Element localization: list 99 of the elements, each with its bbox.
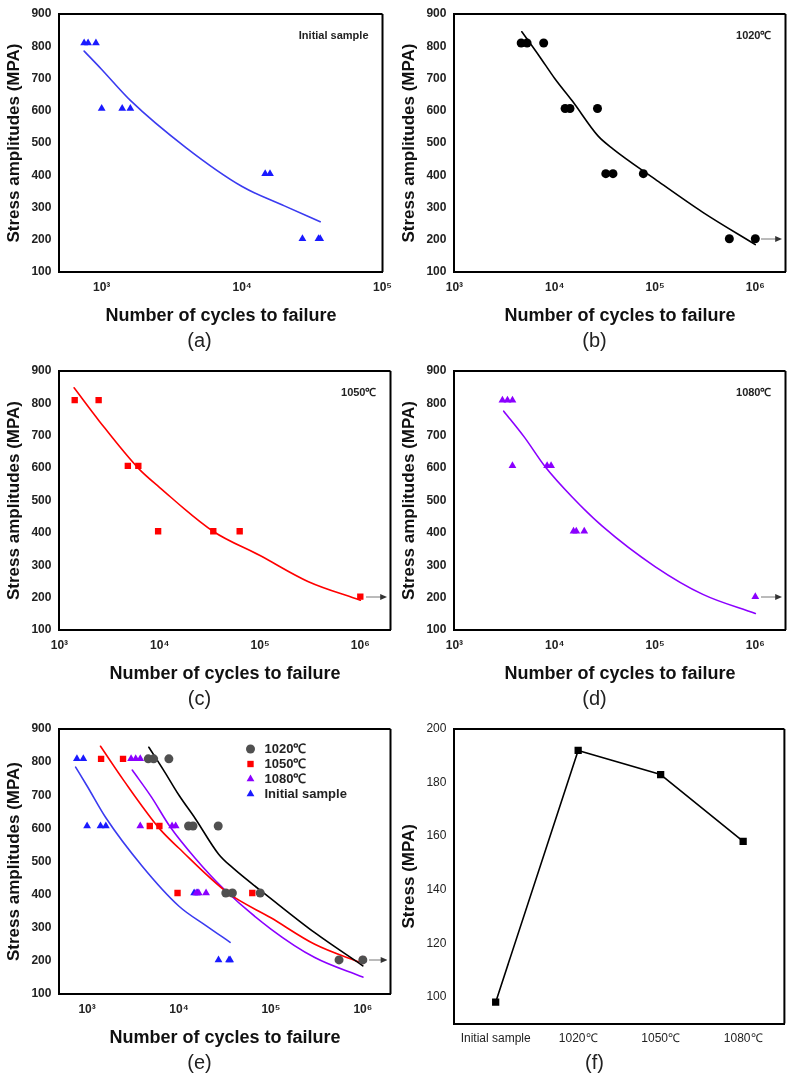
y-tick-label: 100 [31, 986, 52, 1001]
x-tick-label: 10³ [445, 637, 464, 652]
y-tick-label: 700 [426, 428, 447, 443]
y-tick-label: 800 [31, 38, 52, 53]
x-tick-label: 10⁴ [545, 279, 565, 294]
x-axis-title: Number of cycles to failure [105, 305, 337, 326]
y-tick-label: 400 [31, 167, 52, 182]
x-tick-label: 10⁵ [645, 279, 665, 294]
y-tick-label: 300 [426, 557, 447, 572]
y-tick-label: 900 [31, 363, 52, 378]
y-tick-label: 100 [426, 989, 447, 1004]
y-tick-label: 200 [426, 232, 447, 247]
y-axis-title: Stress amplitudes (MPA) [3, 43, 23, 243]
y-tick-label: 600 [426, 460, 447, 475]
y-tick-label: 900 [426, 6, 447, 21]
y-tick-label: 180 [426, 774, 447, 789]
x-axis-title: Number of cycles to failure [504, 305, 736, 326]
x-tick-label: 10⁴ [232, 279, 252, 294]
y-tick-label: 300 [31, 199, 52, 214]
y-axis-title: Stress amplitudes (MPA) [398, 43, 418, 243]
y-tick-label: 600 [31, 820, 52, 835]
y-tick-label: 900 [31, 6, 52, 21]
y-tick-label: 100 [426, 264, 447, 279]
y-tick-label: 200 [31, 589, 52, 604]
y-tick-label: 400 [31, 525, 52, 540]
x-tick-label: 10⁶ [350, 637, 370, 652]
x-tick-label: 1050℃ [641, 1031, 681, 1046]
x-tick-label: 10⁶ [353, 1001, 373, 1016]
text: (d) [582, 686, 607, 709]
legend-label: Initial sample [264, 785, 347, 801]
text: (a) [187, 328, 212, 351]
y-tick-label: 140 [426, 882, 447, 896]
y-tick-label: 300 [426, 199, 447, 214]
y-tick-label: 700 [31, 428, 52, 443]
legend-label: 1050℃ [264, 755, 307, 771]
y-tick-label: 600 [31, 460, 52, 475]
y-tick-label: 500 [426, 135, 447, 150]
y-tick-label: 300 [31, 920, 52, 935]
x-tick-label: 10³ [93, 279, 111, 294]
y-tick-label: 700 [31, 70, 52, 85]
y-tick-label: 600 [426, 103, 447, 118]
y-tick-label: 900 [31, 721, 52, 736]
annotation: 1050℃ [341, 386, 377, 399]
x-tick-label: 1080℃ [723, 1031, 763, 1046]
y-tick-label: 200 [426, 589, 447, 604]
annotation: 1020℃ [736, 29, 772, 42]
text: (f) [585, 1050, 604, 1073]
y-tick-label: 100 [31, 622, 52, 637]
y-tick-label: 500 [31, 135, 52, 150]
annotation: Initial sample [298, 29, 369, 42]
y-tick-label: 120 [426, 935, 447, 950]
x-tick-label: 10⁴ [150, 637, 170, 652]
y-tick-label: 900 [426, 363, 447, 378]
y-tick-label: 200 [31, 232, 52, 247]
y-axis-title: Stress amplitudes (MPA) [3, 761, 23, 962]
x-tick-label: 10⁵ [645, 637, 665, 652]
y-tick-label: 700 [31, 787, 52, 802]
y-tick-label: 160 [426, 828, 447, 843]
x-tick-label: 10³ [445, 279, 464, 294]
y-tick-label: 800 [31, 395, 52, 410]
x-tick-label: 10⁵ [261, 1001, 281, 1016]
y-tick-label: 500 [31, 853, 52, 868]
y-tick-label: 200 [31, 953, 52, 968]
x-tick-label: 10⁴ [545, 637, 565, 652]
x-tick-label: 10³ [78, 1001, 96, 1016]
text: (e) [187, 1050, 212, 1073]
y-tick-label: 300 [31, 557, 52, 572]
legend-label: 1080℃ [264, 770, 307, 786]
y-axis-title: Stress amplitudes (MPA) [398, 400, 418, 601]
y-tick-label: 500 [426, 492, 447, 507]
y-tick-label: 800 [426, 38, 447, 53]
x-tick-label: 10⁴ [169, 1001, 189, 1016]
y-tick-label: 800 [426, 395, 447, 410]
text: (b) [582, 328, 607, 351]
y-tick-label: 400 [426, 167, 447, 182]
y-tick-label: 100 [31, 264, 52, 279]
x-axis-title: Number of cycles to failure [109, 663, 341, 684]
y-tick-label: 800 [31, 754, 52, 769]
x-tick-label: 10⁶ [745, 279, 765, 294]
x-tick-label: 10⁵ [250, 637, 270, 652]
y-tick-label: 700 [426, 70, 447, 85]
y-tick-label: 200 [426, 721, 447, 736]
text: (c) [187, 686, 212, 709]
x-tick-label: 1020℃ [558, 1031, 598, 1046]
y-tick-label: 400 [426, 525, 447, 540]
x-axis-title: Number of cycles to failure [504, 663, 736, 684]
x-tick-label: Initial sample [460, 1031, 532, 1046]
x-axis-title: Number of cycles to failure [109, 1027, 341, 1048]
y-axis-title: Stress (MPA) [398, 824, 418, 929]
x-tick-label: 10⁵ [373, 279, 392, 294]
legend-label: 1020℃ [264, 740, 307, 756]
y-tick-label: 500 [31, 492, 52, 507]
x-tick-label: 10⁶ [745, 637, 765, 652]
y-tick-label: 100 [426, 622, 447, 637]
y-axis-title: Stress amplitudes (MPA) [3, 400, 23, 601]
annotation: 1080℃ [736, 386, 772, 399]
y-tick-label: 600 [31, 103, 52, 118]
y-tick-label: 400 [31, 886, 52, 901]
x-tick-label: 10³ [50, 637, 69, 652]
